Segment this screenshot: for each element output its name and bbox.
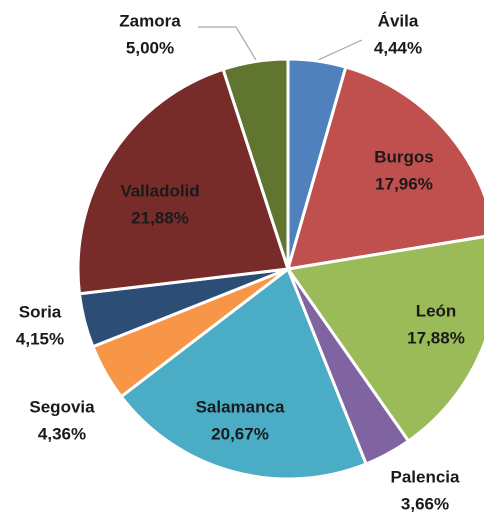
slice-label: Zamora xyxy=(119,11,181,30)
leader-line xyxy=(198,26,257,61)
slice-value-label: 21,88% xyxy=(131,208,189,227)
slice-value-label: 17,96% xyxy=(375,174,433,193)
pie-slice xyxy=(76,67,290,296)
slice-label: León xyxy=(416,301,457,320)
slice-value-label: 4,36% xyxy=(38,424,86,443)
slice-value-label: 3,66% xyxy=(401,494,449,513)
slice-value-label: 4,44% xyxy=(374,38,422,57)
pie-slice xyxy=(119,267,368,481)
slice-label: Palencia xyxy=(391,467,461,486)
leader-line xyxy=(317,39,363,61)
slice-label: Burgos xyxy=(374,147,434,166)
slice-label: Ávila xyxy=(378,11,419,30)
slice-value-label: 5,00% xyxy=(126,38,174,57)
pie-slice xyxy=(286,65,484,271)
slice-label: Valladolid xyxy=(120,181,199,200)
slice-value-label: 20,67% xyxy=(211,424,269,443)
slice-value-label: 17,88% xyxy=(407,328,465,347)
slice-label: Segovia xyxy=(29,397,95,416)
slice-label: Salamanca xyxy=(196,397,285,416)
pie-slice xyxy=(221,57,290,271)
slice-value-label: 4,15% xyxy=(16,329,64,348)
pie-slice xyxy=(286,235,484,443)
slice-label: Soria xyxy=(19,302,62,321)
